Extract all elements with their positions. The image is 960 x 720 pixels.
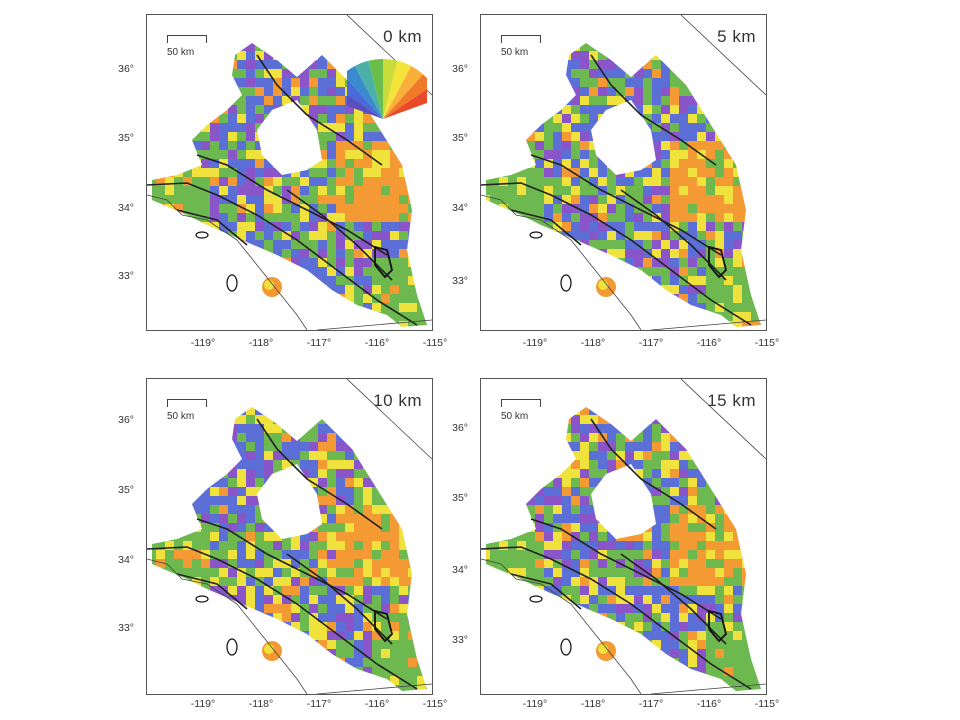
lat-label: 34°	[452, 202, 468, 214]
lat-label: 36°	[452, 63, 468, 75]
lat-label: 35°	[118, 484, 134, 496]
lat-label: 36°	[118, 414, 134, 426]
lon-label: -119°	[522, 337, 548, 349]
lat-label: 35°	[452, 132, 468, 144]
lon-label: -116°	[364, 698, 390, 710]
lat-label: 36°	[452, 422, 468, 434]
map-panel-5km: 50 km 5 km	[480, 14, 767, 331]
lon-label: -115°	[754, 698, 780, 710]
map-canvas	[481, 379, 766, 694]
lon-label: -118°	[248, 337, 274, 349]
lon-label: -118°	[248, 698, 274, 710]
depth-label: 0 km	[383, 27, 422, 46]
scale-bar	[501, 399, 541, 407]
lat-label: 33°	[452, 634, 468, 646]
lon-label: -116°	[364, 337, 390, 349]
fan-segment	[383, 74, 427, 119]
lat-label: 34°	[452, 564, 468, 576]
lon-label: -115°	[422, 698, 448, 710]
lat-label: 33°	[118, 270, 134, 282]
scale-bar	[167, 399, 207, 407]
lat-label: 34°	[118, 202, 134, 214]
lat-label: 34°	[118, 554, 134, 566]
lon-label: -119°	[522, 698, 548, 710]
lat-label: 36°	[118, 63, 134, 75]
fan-segment	[383, 66, 424, 119]
lon-label: -117°	[638, 337, 664, 349]
scale-bar	[167, 35, 207, 43]
scale-label: 50 km	[167, 47, 195, 58]
lat-label: 35°	[452, 492, 468, 504]
scale-label: 50 km	[501, 411, 529, 422]
lon-label: -116°	[696, 337, 722, 349]
map-panel-15km: 50 km 15 km	[480, 378, 767, 695]
fan-segment	[347, 66, 383, 119]
lon-label: -117°	[306, 698, 332, 710]
lon-label: -115°	[754, 337, 780, 349]
color-fan-legend	[347, 59, 427, 119]
lon-label: -117°	[638, 698, 664, 710]
lat-label: 33°	[452, 275, 468, 287]
depth-label: 10 km	[373, 391, 422, 410]
depth-label: 15 km	[707, 391, 756, 410]
map-panel-0km: 50 km 0 km	[146, 14, 433, 331]
fan-segment	[368, 59, 383, 119]
lon-label: -118°	[580, 698, 606, 710]
fan-segment	[354, 60, 383, 119]
lon-label: -119°	[190, 698, 216, 710]
lat-label: 33°	[118, 622, 134, 634]
fan-segment	[383, 60, 412, 119]
scale-label: 50 km	[501, 47, 529, 58]
lon-label: -115°	[422, 337, 448, 349]
map-canvas	[481, 15, 766, 330]
fan-segment	[383, 59, 398, 119]
scale-bar	[501, 35, 541, 43]
lon-label: -117°	[306, 337, 332, 349]
map-canvas	[147, 379, 432, 694]
lon-label: -116°	[696, 698, 722, 710]
depth-label: 5 km	[717, 27, 756, 46]
lon-label: -118°	[580, 337, 606, 349]
map-panel-10km: 50 km 10 km	[146, 378, 433, 695]
lat-label: 35°	[118, 132, 134, 144]
scale-label: 50 km	[167, 411, 195, 422]
lon-label: -119°	[190, 337, 216, 349]
